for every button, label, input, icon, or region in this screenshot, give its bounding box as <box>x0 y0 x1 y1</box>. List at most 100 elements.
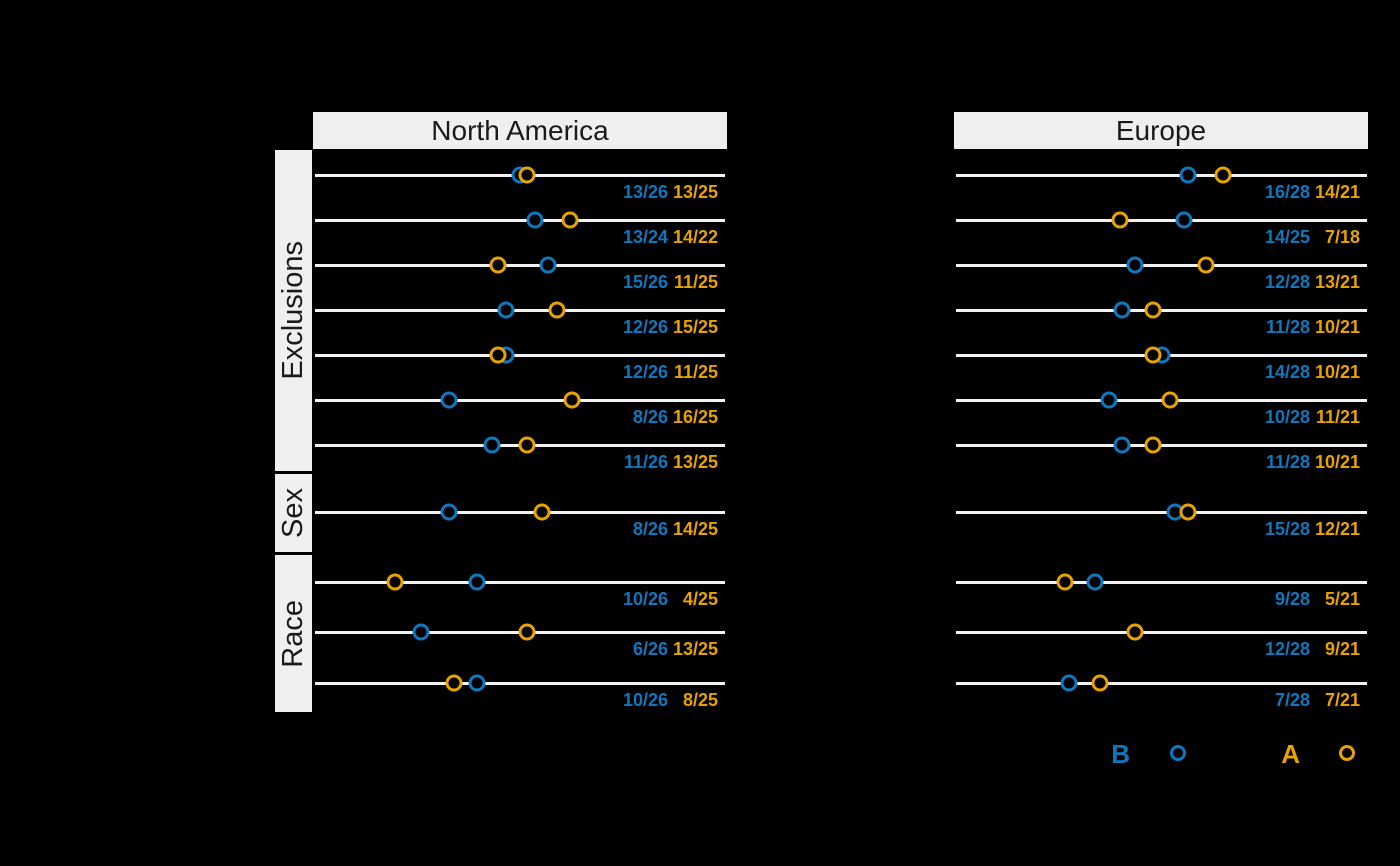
series-b-dot <box>440 503 458 521</box>
series-b-dot <box>468 573 486 591</box>
row-labels: 7/28 7/21 <box>1253 690 1360 711</box>
row-labels: 12/26 15/25 <box>611 317 718 338</box>
series-b-dot <box>468 674 486 692</box>
series-a-dot <box>518 166 536 184</box>
series-b-dot <box>412 623 430 641</box>
fraction-label-b: 15/28 <box>1264 519 1310 539</box>
series-b-dot <box>1060 674 1078 692</box>
row-line <box>956 218 1367 222</box>
row-line <box>956 173 1367 177</box>
row-labels: 15/26 11/25 <box>611 272 718 293</box>
series-b-dot <box>1126 256 1144 274</box>
series-b-dot <box>1179 166 1197 184</box>
legend-marker-b-icon <box>1170 745 1186 761</box>
series-a-dot <box>386 573 404 591</box>
row-line <box>956 308 1367 312</box>
series-a-dot <box>1144 301 1162 319</box>
series-a-dot <box>1111 211 1129 229</box>
row-line <box>315 263 725 267</box>
series-a-dot <box>489 256 507 274</box>
row-line <box>315 580 725 584</box>
row-line <box>315 308 725 312</box>
fraction-label-a: 13/21 <box>1314 272 1360 292</box>
section-label-sex: Sex <box>277 488 309 538</box>
fraction-label-a: 11/25 <box>673 362 718 382</box>
legend-marker-a-icon <box>1339 745 1355 761</box>
row-labels: 14/25 7/18 <box>1253 227 1360 248</box>
row-line <box>315 681 725 685</box>
section-label-exclusions: Exclusions <box>277 241 309 380</box>
fraction-label-b: 13/24 <box>622 227 668 247</box>
row-labels: 11/28 10/21 <box>1253 317 1360 338</box>
fraction-label-b: 10/26 <box>622 589 668 609</box>
fraction-label-a: 7/21 <box>1324 690 1360 710</box>
fraction-label-b: 16/28 <box>1264 182 1310 202</box>
fraction-label-a: 13/25 <box>672 452 718 472</box>
row-labels: 14/28 10/21 <box>1253 362 1360 383</box>
fraction-label-a: 12/21 <box>1314 519 1360 539</box>
fraction-label-a: 4/25 <box>682 589 718 609</box>
series-b-dot <box>497 301 515 319</box>
series-b-dot <box>1175 211 1193 229</box>
fraction-label-a: 10/21 <box>1314 452 1360 472</box>
series-b-dot <box>1100 391 1118 409</box>
fraction-label-a: 11/25 <box>673 272 718 292</box>
fraction-label-b: 7/28 <box>1274 690 1310 710</box>
series-b-dot <box>1086 573 1104 591</box>
series-b-dot <box>1113 301 1131 319</box>
fraction-label-a: 11/21 <box>1315 407 1360 427</box>
fraction-label-b: 13/26 <box>622 182 668 202</box>
series-b-dot <box>440 391 458 409</box>
fraction-label-b: 9/28 <box>1274 589 1310 609</box>
row-line <box>956 510 1367 514</box>
row-labels: 9/28 5/21 <box>1253 589 1360 610</box>
series-a-dot <box>1179 503 1197 521</box>
panel-title-north-america: North America <box>313 112 727 149</box>
fraction-label-b: 12/26 <box>622 362 668 382</box>
fraction-label-a: 16/25 <box>672 407 718 427</box>
section-strip-sex: Sex <box>275 474 312 552</box>
section-label-race: Race <box>277 599 309 668</box>
series-a-dot <box>561 211 579 229</box>
fraction-label-a: 9/21 <box>1324 639 1360 659</box>
row-line <box>956 580 1367 584</box>
section-strip-exclusions: Exclusions <box>275 150 312 471</box>
row-labels: 13/24 14/22 <box>611 227 718 248</box>
panel-title-europe: Europe <box>954 112 1368 149</box>
fraction-label-a: 5/21 <box>1324 589 1360 609</box>
fraction-label-a: 10/21 <box>1314 362 1360 382</box>
fraction-label-a: 8/25 <box>682 690 718 710</box>
fraction-label-a: 14/25 <box>672 519 718 539</box>
row-line <box>315 398 725 402</box>
fraction-label-a: 13/25 <box>672 639 718 659</box>
row-line <box>315 510 725 514</box>
fraction-label-b: 8/26 <box>632 519 668 539</box>
series-a-dot <box>563 391 581 409</box>
series-a-dot <box>1091 674 1109 692</box>
fraction-label-a: 7/18 <box>1324 227 1360 247</box>
row-labels: 8/26 14/25 <box>611 519 718 540</box>
fraction-label-b: 11/28 <box>1265 317 1310 337</box>
series-a-dot <box>445 674 463 692</box>
series-a-dot <box>518 436 536 454</box>
fraction-label-b: 11/28 <box>1265 452 1310 472</box>
series-b-dot <box>539 256 557 274</box>
fraction-label-a: 13/25 <box>672 182 718 202</box>
fraction-label-b: 14/28 <box>1264 362 1310 382</box>
fraction-label-b: 12/28 <box>1264 639 1310 659</box>
row-line <box>956 443 1367 447</box>
row-labels: 10/26 4/25 <box>611 589 718 610</box>
row-labels: 6/26 13/25 <box>611 639 718 660</box>
fraction-label-b: 11/26 <box>623 452 668 472</box>
series-a-dot <box>1214 166 1232 184</box>
row-labels: 12/28 13/21 <box>1253 272 1360 293</box>
legend-label-a: A <box>1281 739 1300 769</box>
fraction-label-b: 8/26 <box>632 407 668 427</box>
fraction-label-a: 10/21 <box>1314 317 1360 337</box>
row-line <box>956 398 1367 402</box>
fraction-label-b: 14/25 <box>1264 227 1310 247</box>
row-line <box>315 218 725 222</box>
series-a-dot <box>518 623 536 641</box>
series-a-dot <box>1161 391 1179 409</box>
